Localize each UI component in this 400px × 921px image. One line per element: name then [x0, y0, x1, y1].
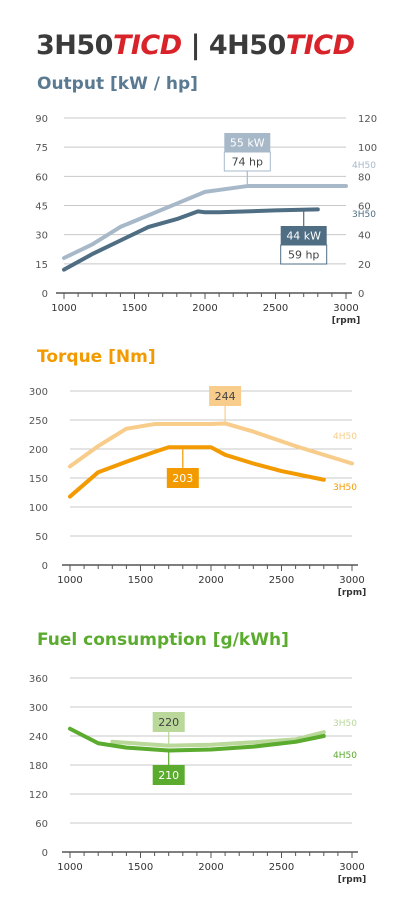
x-tick-label: 2000 [198, 575, 223, 586]
annotation-box [209, 386, 242, 406]
output-chart: 0 15 30 45 60 75 90 0 20 40 60 80 100 120 1000 1500 2000… [35, 114, 377, 326]
x-axis-label: [rpm] [332, 316, 361, 326]
series-label-4h50: 4H50 [333, 751, 357, 761]
series-label-4h50: 4H50 [333, 432, 357, 442]
torque-chart: 0 50 100 150 200 250 300 1000 1500 2000 2500 3000 [r… [29, 386, 367, 598]
annotation-value-secondary: 59 hp [288, 249, 319, 262]
y-tick-label: 180 [29, 761, 48, 772]
x-tick-label: 2500 [263, 303, 288, 314]
series-line-3h50 [62, 207, 320, 272]
annotation-value-secondary: 74 hp [232, 156, 263, 169]
y-tick-label: 0 [42, 561, 48, 572]
fuel-chart: 0 60 120 180 240 300 360 1000 1500 2000 2500 3000 [r… [29, 674, 367, 885]
series-label-4h50: 4H50 [352, 161, 376, 171]
annotation-box-secondary [280, 244, 328, 265]
series-label-3h50: 3H50 [333, 719, 357, 729]
page-header: 3H50TICD | 4H50TICD [36, 30, 355, 61]
y-tick-label: 240 [29, 732, 48, 743]
series-label-3h50: 3H50 [333, 483, 357, 493]
y-tick-label: 0 [42, 289, 48, 300]
y2-tick-label: 60 [358, 202, 371, 213]
series-line-4h50 [68, 421, 354, 469]
torque-chart-title: Torque [Nm] [37, 347, 156, 367]
header-separator: | [181, 30, 209, 61]
annotation-value: 55 kW [230, 137, 265, 150]
annotation-value: 44 kW [286, 230, 321, 243]
model-4h50: 4H50 [208, 30, 286, 61]
series-line-3h50 [110, 730, 326, 748]
y-tick-label: 300 [29, 703, 48, 714]
x-tick-label: 1500 [128, 575, 153, 586]
y-tick-label: 120 [29, 790, 48, 801]
y-tick-label: 90 [35, 114, 48, 125]
y-tick-label: 0 [42, 848, 48, 859]
y2-tick-label: 80 [358, 172, 371, 183]
suffix-ticd-b: TICD [285, 30, 355, 61]
y-tick-label: 200 [29, 445, 48, 456]
output-chart-title: Output [kW / hp] [37, 74, 198, 94]
y-tick-label: 50 [35, 532, 48, 543]
y-tick-label: 300 [29, 387, 48, 398]
x-tick-label: 3000 [339, 862, 364, 873]
annotation-value: 220 [158, 716, 179, 729]
y2-tick-label: 120 [358, 114, 377, 125]
suffix-ticd-a: TICD [112, 30, 182, 61]
fuel-chart-title: Fuel consumption [g/kWh] [37, 630, 289, 650]
x-axis-label: [rpm] [338, 875, 367, 885]
y-tick-label: 150 [29, 474, 48, 485]
x-tick-label: 1500 [122, 303, 147, 314]
annotation-value: 203 [172, 472, 193, 485]
x-tick-label: 2000 [198, 862, 223, 873]
annotation-box [152, 765, 185, 785]
y2-tick-label: 20 [358, 260, 371, 271]
y-tick-label: 250 [29, 416, 48, 427]
x-tick-label: 1000 [57, 575, 82, 586]
y-tick-label: 60 [35, 819, 48, 830]
y-tick-label: 45 [35, 202, 48, 213]
y-tick-label: 15 [35, 260, 48, 271]
annotation-value: 210 [158, 769, 179, 782]
series-line-4h50 [62, 184, 348, 260]
annotation-box-secondary [223, 151, 271, 172]
y-tick-label: 100 [29, 503, 48, 514]
x-tick-label: 2500 [269, 575, 294, 586]
y2-tick-label: 40 [358, 231, 371, 242]
model-3h50: 3H50 [36, 30, 113, 61]
annotation-box [166, 468, 199, 488]
x-axis-label: [rpm] [338, 588, 367, 598]
x-tick-label: 3000 [333, 303, 358, 314]
x-tick-label: 1000 [51, 303, 76, 314]
series-label-3h50: 3H50 [352, 210, 376, 220]
annotation-box [152, 712, 185, 732]
x-tick-label: 3000 [339, 575, 364, 586]
y2-tick-label: 0 [358, 289, 364, 300]
x-tick-label: 1000 [57, 862, 82, 873]
annotation-box [224, 133, 271, 152]
y-tick-label: 30 [35, 231, 48, 242]
x-tick-label: 1500 [128, 862, 153, 873]
x-tick-label: 2500 [269, 862, 294, 873]
y-tick-label: 75 [35, 143, 48, 154]
annotation-box [280, 226, 327, 245]
annotation-value: 244 [215, 390, 236, 403]
x-tick-label: 2000 [192, 303, 217, 314]
y2-tick-label: 100 [358, 143, 377, 154]
series-line-4h50 [68, 726, 326, 753]
y-tick-label: 60 [35, 172, 48, 183]
y-tick-label: 360 [29, 674, 48, 685]
